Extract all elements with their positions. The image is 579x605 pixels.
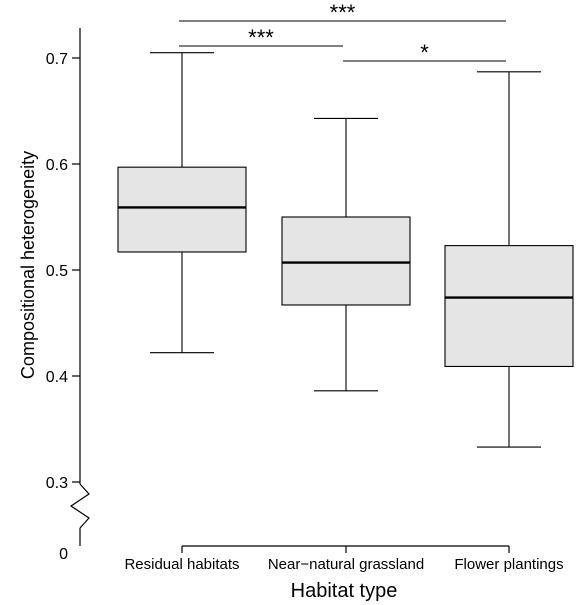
significance-1: ***	[179, 0, 506, 25]
y-tick-label: 0.5	[46, 263, 68, 280]
y-tick-label: 0.4	[46, 369, 68, 386]
box-3	[444, 71, 574, 448]
y-axis-title: Compositional heterogeneity	[18, 151, 38, 379]
x-tick-label: Flower plantings	[454, 556, 563, 573]
significance-label: ***	[330, 0, 356, 25]
boxes	[117, 52, 574, 448]
iqr-box	[117, 166, 247, 253]
significance-3: *	[343, 40, 506, 65]
y-break-label: 0	[59, 546, 68, 563]
box-2	[281, 117, 411, 392]
x-tick-label: Residual habitats	[124, 556, 239, 573]
y-axis: 0.7 0.6 0.5 0.4 0.3 0	[46, 28, 90, 563]
significance-2: ***	[179, 25, 343, 50]
y-tick-label: 0.6	[46, 157, 68, 174]
x-tick-label: Near−natural grassland	[268, 556, 424, 573]
y-tick-label: 0.3	[46, 475, 68, 492]
x-axis-title: Habitat type	[291, 580, 398, 602]
significance-label: *	[420, 40, 429, 65]
y-tick-label: 0.7	[46, 51, 68, 68]
y-axis-break	[69, 483, 90, 529]
box-1	[117, 52, 247, 354]
iqr-box	[281, 216, 411, 306]
x-axis: Residual habitats Near−natural grassland F…	[124, 545, 564, 573]
significance-brackets: *******	[179, 0, 506, 65]
iqr-box	[444, 245, 574, 368]
significance-label: ***	[248, 25, 274, 50]
